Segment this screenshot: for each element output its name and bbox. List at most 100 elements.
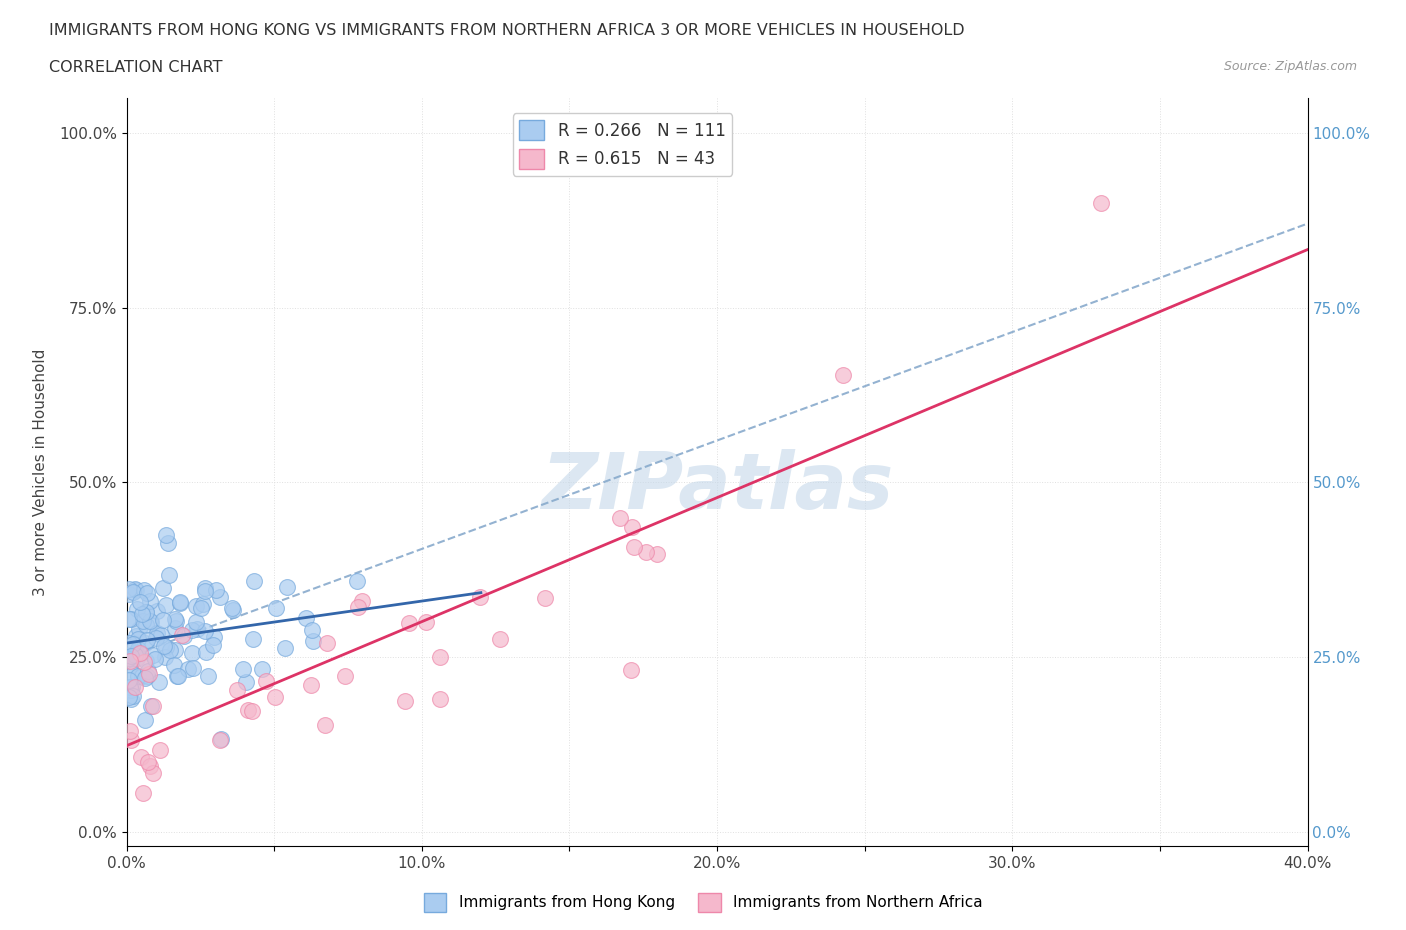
Point [169, 594, 191, 609]
Point [346, 599, 368, 614]
Point [148, 675, 170, 690]
Point [124, 582, 146, 597]
Point [134, 671, 156, 685]
Point [139, 759, 162, 774]
Point [194, 580, 217, 595]
Legend: Immigrants from Hong Kong, Immigrants from Northern Africa: Immigrants from Hong Kong, Immigrants fr… [418, 887, 988, 918]
Point [184, 598, 207, 613]
Point [623, 539, 645, 554]
Point [122, 688, 145, 703]
Point [184, 615, 207, 630]
Point [143, 651, 166, 666]
Point [120, 658, 142, 672]
Point [222, 603, 245, 618]
Point [221, 600, 243, 615]
Point [124, 680, 146, 695]
Point [118, 651, 141, 666]
Point [136, 754, 159, 769]
Point [155, 640, 177, 655]
Point [135, 654, 157, 669]
Point [132, 614, 155, 629]
Point [534, 591, 557, 605]
Point [194, 624, 217, 639]
Point [350, 593, 373, 608]
Point [149, 742, 172, 757]
Point [127, 642, 149, 657]
Point [135, 633, 157, 648]
Point [134, 712, 156, 727]
Point [127, 669, 149, 684]
Point [118, 635, 141, 650]
Point [120, 649, 142, 664]
Point [118, 581, 141, 596]
Text: Source: ZipAtlas.com: Source: ZipAtlas.com [1223, 60, 1357, 73]
Point [254, 673, 277, 688]
Point [191, 597, 214, 612]
Point [231, 661, 253, 676]
Point [125, 645, 148, 660]
Point [169, 596, 191, 611]
Point [139, 698, 162, 713]
Point [152, 580, 174, 595]
Point [197, 669, 219, 684]
Point [181, 661, 204, 676]
Point [120, 691, 142, 706]
Point [142, 766, 165, 781]
Point [145, 631, 167, 645]
Point [122, 584, 145, 599]
Point [131, 606, 153, 621]
Point [155, 598, 177, 613]
Point [242, 704, 264, 719]
Point [333, 669, 356, 684]
Point [273, 641, 295, 656]
Point [205, 583, 228, 598]
Point [173, 629, 195, 644]
Point [263, 690, 285, 705]
Point [118, 690, 141, 705]
Point [142, 698, 165, 713]
Point [136, 586, 159, 601]
Point [157, 567, 180, 582]
Point [165, 643, 187, 658]
Point [211, 731, 233, 746]
Point [468, 590, 491, 604]
Point [146, 604, 169, 618]
Point [124, 648, 146, 663]
Text: ZIPatlas: ZIPatlas [541, 449, 893, 525]
Point [155, 528, 177, 543]
Legend: R = 0.266   N = 111, R = 0.615   N = 43: R = 0.266 N = 111, R = 0.615 N = 43 [513, 113, 733, 176]
Point [132, 582, 155, 597]
Point [136, 663, 159, 678]
Point [621, 520, 644, 535]
Point [142, 648, 165, 663]
Point [127, 646, 149, 661]
Point [166, 669, 188, 684]
Point [163, 658, 186, 672]
Point [609, 512, 631, 526]
Point [301, 634, 323, 649]
Point [832, 368, 855, 383]
Point [165, 620, 187, 635]
Point [186, 621, 208, 636]
Point [242, 631, 264, 646]
Point [135, 605, 157, 620]
Point [141, 615, 163, 630]
Point [299, 678, 322, 693]
Point [194, 644, 217, 659]
Point [415, 615, 437, 630]
Point [190, 601, 212, 616]
Point [276, 580, 298, 595]
Point [121, 680, 143, 695]
Point [152, 613, 174, 628]
Point [118, 679, 141, 694]
Point [127, 602, 149, 617]
Point [264, 601, 287, 616]
Point [201, 638, 224, 653]
Point [136, 669, 159, 684]
Point [429, 650, 451, 665]
Point [129, 646, 152, 661]
Point [429, 692, 451, 707]
Point [120, 733, 142, 748]
Point [314, 717, 336, 732]
Point [209, 589, 232, 604]
